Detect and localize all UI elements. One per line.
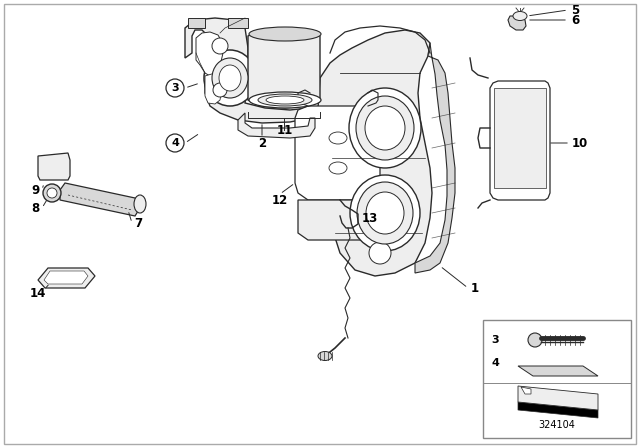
Circle shape xyxy=(212,38,228,54)
Polygon shape xyxy=(188,18,205,28)
Text: 7: 7 xyxy=(134,216,142,229)
Polygon shape xyxy=(196,32,223,76)
Ellipse shape xyxy=(357,182,413,244)
Text: 3: 3 xyxy=(171,83,179,93)
Polygon shape xyxy=(295,106,380,200)
Polygon shape xyxy=(518,366,598,376)
Text: 14: 14 xyxy=(30,287,46,300)
Ellipse shape xyxy=(249,27,321,41)
Polygon shape xyxy=(415,43,455,273)
Text: 9: 9 xyxy=(31,184,39,197)
Text: 12: 12 xyxy=(272,194,288,207)
Polygon shape xyxy=(185,18,310,123)
Text: 3: 3 xyxy=(491,335,499,345)
Ellipse shape xyxy=(349,88,421,168)
Polygon shape xyxy=(521,387,531,394)
Polygon shape xyxy=(60,183,140,216)
Ellipse shape xyxy=(204,50,256,106)
Polygon shape xyxy=(494,88,546,188)
Ellipse shape xyxy=(366,192,404,234)
Polygon shape xyxy=(318,30,432,276)
Polygon shape xyxy=(298,200,378,240)
Ellipse shape xyxy=(329,132,347,144)
Ellipse shape xyxy=(266,96,304,104)
Ellipse shape xyxy=(47,188,57,198)
Ellipse shape xyxy=(258,94,312,106)
Text: 4: 4 xyxy=(491,358,499,368)
Ellipse shape xyxy=(528,333,542,347)
Ellipse shape xyxy=(369,242,391,264)
Polygon shape xyxy=(228,18,248,28)
FancyBboxPatch shape xyxy=(4,4,636,444)
Text: 11: 11 xyxy=(277,124,293,137)
Ellipse shape xyxy=(134,195,146,213)
Text: 8: 8 xyxy=(31,202,39,215)
Polygon shape xyxy=(248,28,320,108)
Text: 6: 6 xyxy=(571,13,579,26)
Ellipse shape xyxy=(365,106,405,150)
Polygon shape xyxy=(38,268,95,288)
Polygon shape xyxy=(205,73,222,104)
Polygon shape xyxy=(44,271,88,284)
Ellipse shape xyxy=(212,58,248,98)
Polygon shape xyxy=(38,153,70,180)
Circle shape xyxy=(213,83,227,97)
Ellipse shape xyxy=(43,184,61,202)
Ellipse shape xyxy=(219,65,241,91)
Text: 2: 2 xyxy=(258,137,266,150)
Ellipse shape xyxy=(513,12,527,21)
Text: 5: 5 xyxy=(571,4,579,17)
Polygon shape xyxy=(518,386,598,410)
Text: 1: 1 xyxy=(471,281,479,294)
Text: 10: 10 xyxy=(572,137,588,150)
Text: 4: 4 xyxy=(171,138,179,148)
Ellipse shape xyxy=(356,96,414,160)
FancyBboxPatch shape xyxy=(483,320,631,438)
Text: 324104: 324104 xyxy=(539,420,575,430)
Polygon shape xyxy=(508,16,526,30)
Ellipse shape xyxy=(350,175,420,251)
Polygon shape xyxy=(518,402,598,418)
Polygon shape xyxy=(238,113,315,138)
Ellipse shape xyxy=(329,162,347,174)
Ellipse shape xyxy=(249,92,321,108)
Ellipse shape xyxy=(318,352,332,361)
Polygon shape xyxy=(490,81,550,200)
Text: 13: 13 xyxy=(362,211,378,224)
